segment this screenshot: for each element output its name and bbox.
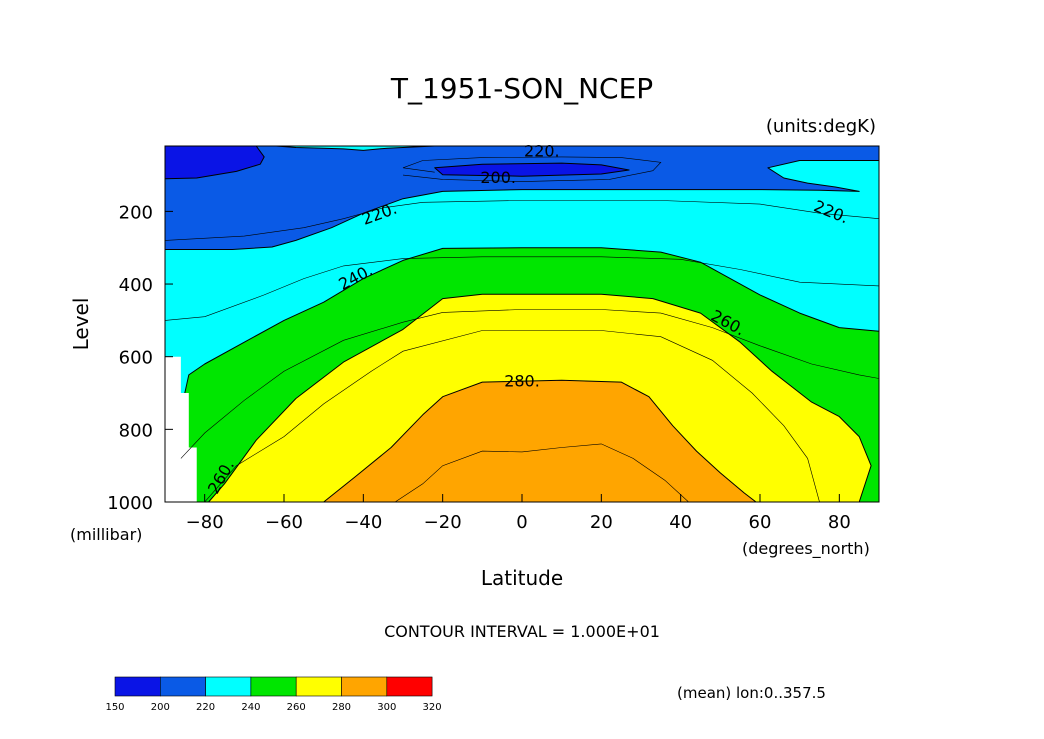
colorbar-swatch [295, 676, 342, 697]
colorbar-label: 240 [241, 702, 260, 713]
x-tick-label: −20 [424, 512, 462, 533]
x-tick-label: 0 [516, 512, 527, 533]
contour-290-outer [204, 330, 820, 502]
colorbar-label: 300 [377, 702, 396, 713]
colorbar-swatch [250, 676, 297, 697]
x-axis: −80 −60 −40 −20 0 20 40 60 80 [186, 494, 851, 533]
x-axis-label: Latitude [481, 566, 563, 590]
colorbar-label: 260 [287, 702, 306, 713]
colorbar-swatch [160, 676, 206, 697]
x-tick-label: 60 [749, 512, 772, 533]
mean-text: (mean) lon:0..357.5 [677, 684, 826, 702]
colorbar-swatch [341, 676, 388, 697]
x-tick-label: 40 [669, 512, 692, 533]
y-units-label: (millibar) [70, 525, 142, 544]
colorbar-swatch [386, 676, 433, 697]
y-tick-label: 200 [119, 202, 153, 223]
colorbar-label: 320 [423, 702, 442, 713]
y-tick-label: 800 [119, 420, 153, 441]
y-axis: 200 400 600 800 1000 [107, 202, 173, 514]
contour-210 [402, 156, 662, 182]
units-label: (units:degK) [766, 116, 876, 137]
band-200-220 [165, 146, 879, 250]
colorbar-label: 150 [105, 702, 124, 713]
y-tick-label: 600 [119, 348, 153, 369]
y-tick-label: 400 [119, 275, 153, 296]
x-tick-label: 20 [590, 512, 613, 533]
x-tick-label: −40 [344, 512, 382, 533]
colorbar-swatch [205, 676, 252, 697]
chart-title: T_1951-SON_NCEP [390, 72, 653, 105]
contour-290 [394, 443, 689, 502]
colorbar-label: 220 [196, 702, 215, 713]
contour-field [165, 146, 879, 502]
colorbar-label: 280 [332, 702, 351, 713]
contour-label: 280. [504, 371, 540, 390]
band-150-200-equator [434, 162, 630, 177]
contour-250 [165, 256, 879, 321]
contour-interval-text: CONTOUR INTERVAL = 1.000E+01 [384, 622, 660, 641]
x-tick-label: −80 [186, 512, 224, 533]
y-tick-label: 1000 [107, 493, 153, 514]
band-150-200-south [165, 146, 265, 180]
colorbar: 150 200 220 240 260 280 300 320 [105, 676, 442, 713]
contour-label: 200. [480, 168, 516, 187]
colorbar-swatch [114, 676, 161, 697]
x-tick-label: −60 [265, 512, 303, 533]
contour-230 [165, 200, 879, 241]
x-tick-label: 80 [828, 512, 851, 533]
colorbar-label: 200 [151, 702, 170, 713]
missing-data [165, 356, 197, 502]
contour-label: 220. [524, 141, 560, 160]
y-axis-label: Level [69, 298, 93, 351]
contour-270 [180, 309, 879, 459]
x-units-label: (degrees_north) [742, 539, 870, 559]
band-280-300 [323, 379, 757, 502]
